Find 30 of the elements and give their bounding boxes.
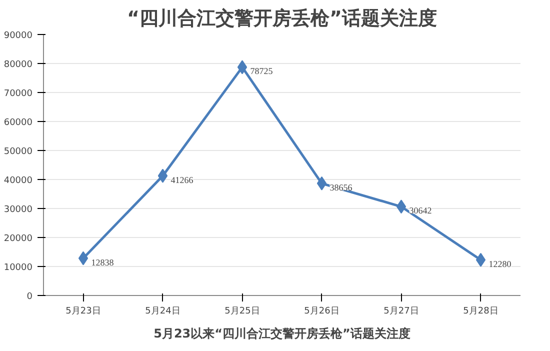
point: [396, 200, 406, 214]
data-label: 41266: [170, 174, 194, 185]
y-tick-label: 10000: [4, 263, 33, 273]
point: [316, 176, 327, 190]
x-tick-label: 5月26日: [304, 306, 340, 316]
point: [158, 168, 168, 183]
y-tick-label: 80000: [4, 60, 33, 70]
y-tick-label: 50000: [4, 147, 33, 157]
chart-title: “四川合江交警开房丢枪”话题关注度: [127, 8, 437, 30]
y-tick-label: 90000: [4, 31, 33, 41]
y-tick-label: 60000: [4, 118, 33, 128]
data-label: 12280: [488, 258, 512, 269]
text: 5月23以来“四川合江交警开房丢枪”话题关注度: [154, 326, 410, 340]
x-tick-label: 5月24日: [145, 306, 180, 316]
x-tick-label: 5月23日: [66, 306, 101, 316]
point: [237, 60, 248, 74]
y-tick-label: 30000: [4, 205, 33, 215]
data-label: 38656: [330, 182, 353, 192]
data-label: 78725: [250, 66, 274, 76]
y-tick-label: 40000: [4, 176, 33, 186]
data-label: 12838: [91, 257, 114, 268]
point: [476, 252, 486, 267]
y-tick-label: 70000: [4, 89, 33, 99]
x-tick-label: 5月28日: [463, 306, 498, 316]
y-tick-label: 20000: [4, 234, 33, 244]
y-tick-label: 0: [26, 292, 33, 302]
data-label: 30642: [409, 206, 432, 216]
point: [78, 251, 88, 266]
x-tick-label: 5月25日: [224, 306, 260, 316]
x-tick-label: 5月27日: [384, 306, 419, 316]
